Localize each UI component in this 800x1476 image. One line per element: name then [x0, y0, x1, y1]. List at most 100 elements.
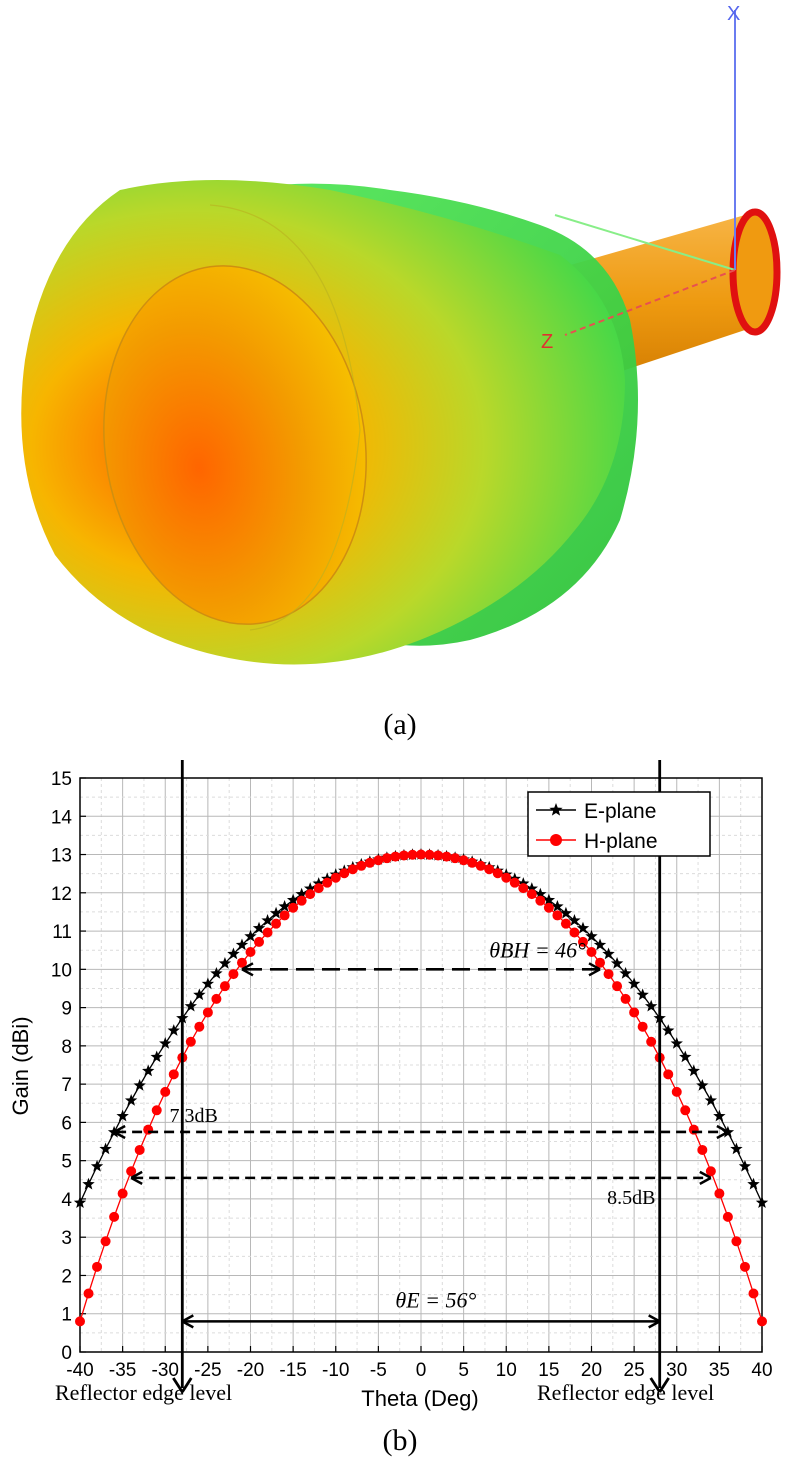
x-tick-label: 0	[416, 1360, 427, 1381]
h-plane-point	[322, 877, 333, 888]
e-plane-point	[184, 999, 198, 1012]
h-plane-point	[731, 1236, 742, 1247]
legend-label-e-plane: E-plane	[584, 800, 656, 823]
e-plane-point	[142, 1064, 155, 1077]
h-plane-point	[254, 936, 265, 947]
reflector-edge-label: Reflector edge level	[537, 1380, 714, 1405]
e-plane-point	[133, 1078, 146, 1091]
e-plane-point	[730, 1142, 743, 1155]
e-plane-point	[286, 893, 300, 906]
e-plane-point	[525, 882, 539, 894]
y-tick-label: 14	[51, 807, 73, 828]
h-plane-point	[151, 1105, 162, 1116]
h-plane-point	[109, 1211, 120, 1222]
e-plane-point	[636, 988, 649, 1001]
h-plane-point	[680, 1105, 691, 1116]
y-tick-label: 4	[61, 1190, 72, 1211]
y-tick-label: 5	[61, 1152, 72, 1173]
h-plane-point	[339, 868, 350, 879]
caption-b: (b)	[382, 1424, 418, 1457]
h-plane-point	[168, 1069, 179, 1080]
h-plane-point	[134, 1144, 145, 1155]
h-plane-point	[714, 1188, 725, 1199]
h-plane-point	[739, 1261, 750, 1272]
arrow-head	[588, 962, 601, 977]
theta-bh-label: θBH = 46°	[489, 937, 586, 962]
h-plane-point	[637, 1021, 648, 1032]
h-plane-point	[603, 969, 614, 980]
h-plane-point	[620, 993, 631, 1004]
edge-h-label: 8.5dB	[607, 1187, 655, 1209]
h-plane-point	[117, 1188, 128, 1199]
e-plane-point	[738, 1159, 752, 1172]
h-plane-point	[629, 1007, 640, 1018]
h-plane-point	[433, 850, 444, 861]
h-plane-point	[202, 1007, 213, 1018]
y-tick-label: 10	[51, 960, 72, 981]
e-plane-point	[116, 1109, 129, 1122]
e-plane-point	[261, 914, 274, 926]
h-plane-point	[390, 851, 401, 862]
reflector-arrow	[172, 1377, 193, 1393]
e-plane-point	[244, 929, 257, 942]
x-tick-label: 15	[538, 1360, 559, 1381]
h-plane-point	[83, 1288, 94, 1299]
e-plane-point	[252, 921, 266, 934]
h-plane-point	[450, 853, 461, 864]
e-plane-point	[704, 1094, 718, 1106]
z-axis-label: Z	[541, 331, 553, 353]
h-plane-point	[560, 918, 571, 929]
x-tick-label: -5	[370, 1360, 387, 1381]
h-plane-point	[467, 857, 478, 868]
y-tick-label: 0	[61, 1343, 72, 1364]
h-plane-point	[185, 1036, 196, 1047]
e-plane-point	[99, 1142, 112, 1155]
x-tick-label: -25	[194, 1360, 221, 1381]
h-plane-point	[356, 860, 367, 871]
e-plane-point	[517, 877, 530, 889]
legend-label-h-plane: H-plane	[584, 830, 658, 853]
e-plane-point	[670, 1037, 683, 1049]
e-plane-point	[644, 999, 658, 1012]
h-plane-point	[219, 981, 230, 992]
reflector-edge-label: Reflector edge level	[55, 1380, 232, 1405]
e-plane-point	[585, 929, 598, 942]
x-tick-label: 30	[666, 1360, 687, 1381]
feed-rim	[729, 208, 781, 336]
e-plane-point	[303, 882, 317, 894]
y-tick-label: 8	[61, 1037, 72, 1058]
gain-chart: -40 -35 -30 -25 -20 -15 -10 -5 0 5 10 15 20 25 30 35 400…	[8, 760, 773, 1411]
h-plane-point	[663, 1069, 674, 1080]
z-axis-line	[564, 269, 736, 336]
h-plane-point	[126, 1166, 137, 1177]
h-plane-point	[228, 969, 239, 980]
h-plane-point	[416, 849, 426, 860]
x-tick-label: 5	[458, 1360, 469, 1381]
h-plane-point	[586, 946, 597, 957]
e-plane-point	[218, 957, 232, 969]
y-tick-label: 15	[51, 769, 72, 790]
h-plane-point	[646, 1036, 657, 1047]
radiation-pattern-3d: X Z	[21, 3, 781, 665]
h-plane-point	[552, 910, 563, 921]
x-tick-label: 20	[581, 1360, 602, 1381]
x-tick-label: 25	[624, 1360, 645, 1381]
h-plane-point	[245, 946, 256, 957]
e-plane-point	[696, 1078, 709, 1091]
arrow-head	[113, 1124, 126, 1140]
e-plane-point	[227, 947, 240, 960]
e-plane-point	[235, 938, 249, 951]
legend-marker	[549, 803, 563, 816]
y-tick-label: 11	[52, 922, 72, 943]
h-plane-point	[347, 864, 358, 875]
h-plane-point	[92, 1261, 103, 1272]
y-tick-label: 3	[61, 1228, 72, 1249]
x-tick-label: -30	[152, 1360, 179, 1381]
x-axis-label: X	[727, 3, 740, 25]
e-plane-point	[747, 1177, 760, 1190]
theta-e-label: θE = 56°	[395, 1287, 476, 1312]
e-plane-point	[619, 966, 632, 979]
h-plane-point	[288, 902, 299, 913]
e-plane-point	[269, 906, 283, 919]
e-plane-point	[662, 1024, 675, 1036]
